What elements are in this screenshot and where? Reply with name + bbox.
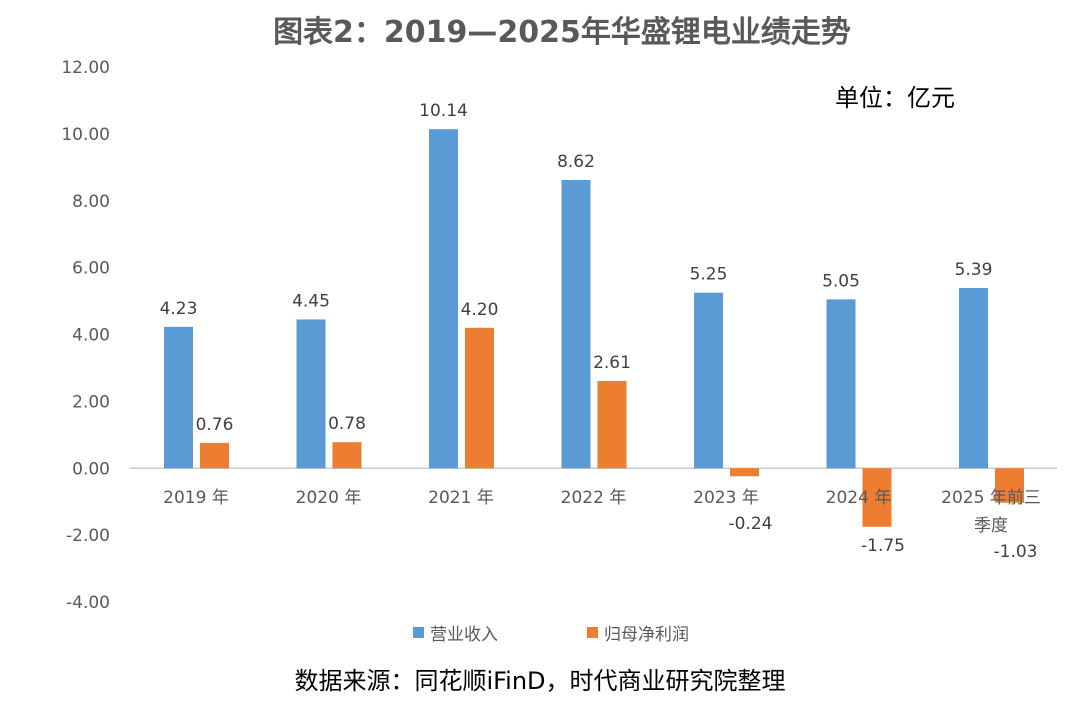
data-label: 5.25 bbox=[690, 265, 728, 285]
legend-swatch bbox=[587, 627, 598, 638]
data-label: 4.45 bbox=[292, 291, 330, 311]
legend-swatch bbox=[413, 627, 424, 638]
net-profit-bar bbox=[995, 468, 1024, 503]
x-tick-label: 2025 年前三 bbox=[941, 488, 1041, 508]
y-tick-label: 8.00 bbox=[72, 192, 110, 212]
y-tick-label: 6.00 bbox=[72, 259, 110, 279]
legend-label: 营业收入 bbox=[430, 625, 498, 645]
data-label: -1.75 bbox=[861, 536, 905, 556]
data-label: -0.24 bbox=[729, 514, 773, 534]
legend-label: 归母净利润 bbox=[604, 625, 689, 645]
unit-label: 单位：亿元 bbox=[835, 84, 955, 112]
net-profit-bar bbox=[200, 442, 229, 469]
data-label: 5.05 bbox=[822, 271, 860, 291]
y-axis: -4.00 -2.00 0.00 2.00 4.00 6.00 8.00 10.00 12.00 bbox=[61, 58, 110, 613]
data-labels: 4.23 0.76 4.45 0.78 10.14 4.20 8.62 2.61 5.25 -0.… bbox=[160, 101, 1038, 562]
revenue-bar bbox=[296, 319, 326, 469]
revenue-bar bbox=[826, 299, 856, 469]
data-label: 10.14 bbox=[419, 101, 468, 121]
y-tick-label: -2.00 bbox=[66, 526, 110, 546]
revenue-bar bbox=[959, 288, 988, 469]
y-tick-label: 10.00 bbox=[61, 125, 110, 145]
net-profit-bar bbox=[597, 380, 627, 469]
x-tick-label: 2022 年 bbox=[561, 488, 627, 508]
data-label: 4.23 bbox=[160, 299, 198, 319]
revenue-bar bbox=[429, 129, 458, 469]
data-label: 0.76 bbox=[196, 415, 234, 435]
x-axis: 2019 年 2020 年 2021 年 2022 年 2023 年 2024 年 2025… bbox=[163, 488, 1041, 536]
x-tick-label: 季度 bbox=[974, 516, 1008, 536]
net-profit-bar bbox=[730, 468, 759, 477]
revenue-bar bbox=[164, 326, 193, 469]
data-label: 2.61 bbox=[593, 353, 631, 373]
x-tick-label: 2019 年 bbox=[163, 488, 229, 508]
data-label: 0.78 bbox=[328, 414, 366, 434]
data-label: 4.20 bbox=[461, 300, 499, 320]
chart-title: 图表2：2019—2025年华盛锂电业绩走势 bbox=[273, 15, 851, 50]
y-tick-label: 12.00 bbox=[61, 58, 110, 78]
source-note: 数据来源：同花顺iFinD，时代商业研究院整理 bbox=[294, 667, 785, 695]
y-tick-label: 4.00 bbox=[72, 326, 110, 346]
revenue-bar bbox=[694, 292, 723, 469]
y-tick-label: 0.00 bbox=[72, 459, 110, 479]
data-label: 8.62 bbox=[557, 152, 595, 172]
data-label: -1.03 bbox=[994, 542, 1038, 562]
y-tick-label: 2.00 bbox=[72, 392, 110, 412]
net-profit-bar bbox=[465, 327, 494, 469]
x-tick-label: 2023 年 bbox=[693, 488, 759, 508]
revenue-bar bbox=[561, 180, 591, 469]
y-tick-label: -4.00 bbox=[66, 593, 110, 613]
net-profit-bar bbox=[332, 442, 362, 469]
x-tick-label: 2021 年 bbox=[428, 488, 494, 508]
data-label: 5.39 bbox=[955, 260, 993, 280]
bars bbox=[164, 129, 1024, 527]
legend: 营业收入 归母净利润 bbox=[413, 625, 689, 645]
x-tick-label: 2020 年 bbox=[296, 488, 362, 508]
net-profit-bar bbox=[862, 468, 892, 527]
x-tick-label: 2024 年 bbox=[826, 488, 892, 508]
